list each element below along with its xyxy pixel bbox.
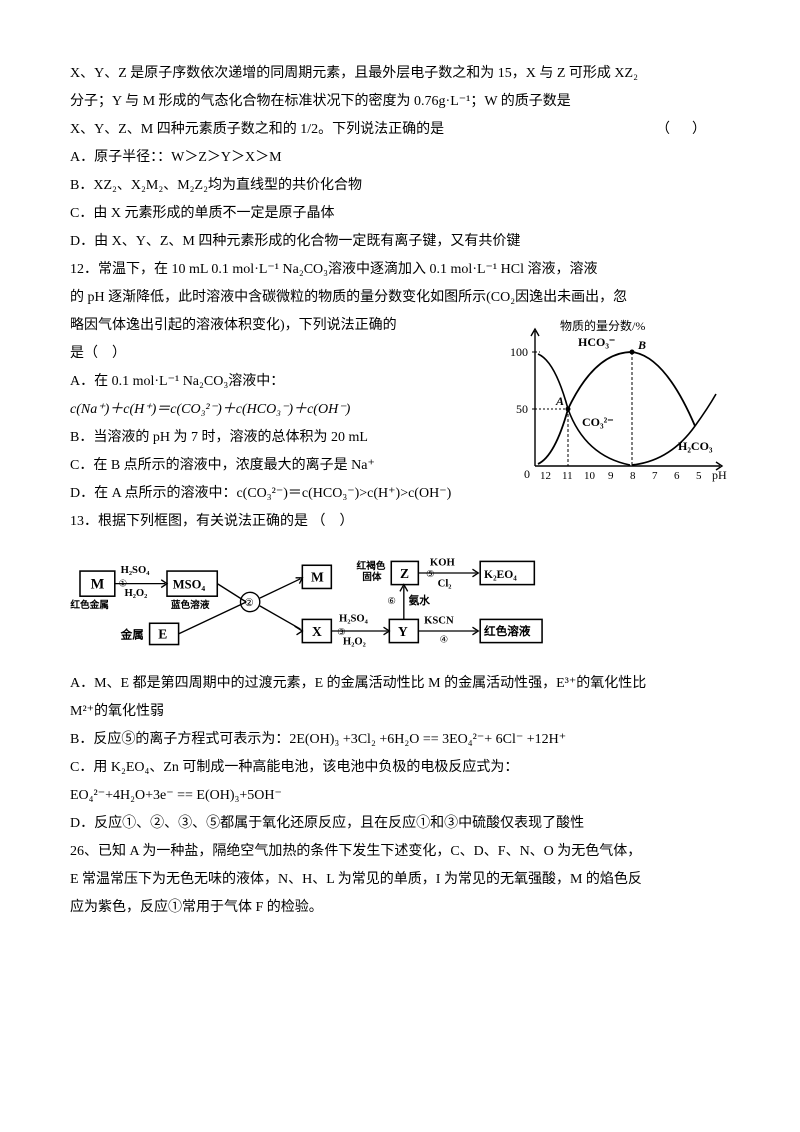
q11-line3: X、Y、Z、M 四种元素质子数之和的 1/2。下列说法正确的是 （ ）: [70, 116, 730, 144]
chart-y0: 0: [524, 467, 530, 481]
svg-text:H₂O₂: H₂O₂: [343, 637, 366, 648]
q26-line2: E 常温常压下为无色无味的液体，N、H、L 为常见的单质，I 为常见的无氧强酸，…: [70, 866, 730, 894]
svg-text:12: 12: [540, 470, 551, 482]
q26-line3: 应为紫色，反应①常用于气体 F 的检验。: [70, 894, 730, 922]
q11-line1: X、Y、Z 是原子序数依次递增的同周期元素，且最外层电子数之和为 15，X 与 …: [70, 60, 730, 88]
svg-text:HCO₃⁻: HCO₃⁻: [578, 335, 615, 349]
svg-text:B: B: [637, 338, 646, 352]
q13-diagram: M 红色金属 H₂SO₄ ① H₂O₂ MSO₄ 蓝色溶液 金属 E ② M X…: [70, 544, 730, 660]
svg-text:CO₃²⁻: CO₃²⁻: [582, 415, 614, 429]
q11-optB: B．XZ₂、X₂M₂、M₂Z₂均为直线型的共价化合物: [70, 172, 730, 200]
svg-text:5: 5: [696, 470, 702, 482]
svg-text:Cl₂: Cl₂: [438, 579, 452, 590]
svg-text:H₂CO₃: H₂CO₃: [678, 439, 713, 453]
chart-xlabel: pH: [712, 468, 727, 482]
svg-text:6: 6: [674, 470, 680, 482]
q12-line2: 的 pH 逐渐降低，此时溶液中含碳微粒的物质的量分数变化如图所示(CO₂因逸出未…: [70, 284, 730, 312]
svg-text:M: M: [311, 570, 324, 585]
q11-optC: C．由 X 元素形成的单质不一定是原子晶体: [70, 200, 730, 228]
svg-text:9: 9: [608, 470, 614, 482]
q13-optB: B．反应⑤的离子方程式可表示为：2E(OH)₃ +3Cl₂ +6H₂O == 3…: [70, 726, 730, 754]
svg-text:X: X: [312, 624, 322, 639]
svg-text:H₂O₂: H₂O₂: [124, 588, 147, 599]
q11-line3-text: X、Y、Z、M 四种元素质子数之和的 1/2。下列说法正确的是: [70, 122, 444, 137]
svg-text:金属: 金属: [120, 628, 144, 642]
svg-text:7: 7: [652, 470, 658, 482]
svg-text:K₂EO₄: K₂EO₄: [484, 568, 517, 581]
svg-text:固体: 固体: [362, 571, 382, 583]
svg-text:红褐色: 红褐色: [356, 560, 385, 572]
svg-text:11: 11: [562, 470, 573, 482]
svg-text:H₂SO₄: H₂SO₄: [121, 565, 151, 576]
svg-text:MSO₄: MSO₄: [173, 577, 206, 591]
svg-text:红色金属: 红色金属: [70, 599, 109, 611]
svg-text:蓝色溶液: 蓝色溶液: [171, 599, 210, 611]
svg-text:KOH: KOH: [430, 557, 456, 568]
q13-optA2: M²⁺的氧化性弱: [70, 698, 730, 726]
svg-text:氨水: 氨水: [409, 594, 431, 607]
q11-line2: 分子；Y 与 M 形成的气态化合物在标准状况下的密度为 0.76g·L⁻¹；W …: [70, 88, 730, 116]
svg-text:④: ④: [440, 635, 449, 646]
svg-text:②: ②: [244, 597, 254, 609]
svg-text:⑤: ⑤: [426, 569, 435, 580]
svg-text:红色溶液: 红色溶液: [484, 624, 531, 638]
svg-text:⑥: ⑥: [387, 596, 396, 607]
chart-ylabel: 物质的量分数/%: [560, 318, 645, 333]
q12-chart: 物质的量分数/% 100 50 0 12 11 10 9 8 7 6 5 pH: [500, 316, 730, 486]
svg-text:A: A: [555, 394, 564, 408]
svg-text:KSCN: KSCN: [424, 615, 454, 626]
svg-text:H₂SO₄: H₂SO₄: [339, 613, 369, 624]
q12-block: 12．常温下，在 10 mL 0.1 mol·L⁻¹ Na₂CO₃溶液中逐滴加入…: [70, 256, 730, 508]
q13-optC2: EO₄²⁻+4H₂O+3e⁻ == E(OH)₃+5OH⁻: [70, 782, 730, 810]
svg-text:10: 10: [584, 470, 596, 482]
q11-optD: D．由 X、Y、Z、M 四种元素形成的化合物一定既有离子键，又有共价键: [70, 228, 730, 256]
q13-optA1: A．M、E 都是第四周期中的过渡元素，E 的金属活动性比 M 的金属活动性强，E…: [70, 670, 730, 698]
q13-stem: 13．根据下列框图，有关说法正确的是 （ ）: [70, 508, 730, 536]
chart-y100: 100: [510, 345, 528, 359]
chart-y50: 50: [516, 402, 528, 416]
q11-optA: A．原子半径：：W＞Z＞Y＞X＞M: [70, 144, 730, 172]
svg-text:M: M: [91, 576, 105, 592]
q26-line1: 26、已知 A 为一种盐，隔绝空气加热的条件下发生下述变化，C、D、F、N、O …: [70, 838, 730, 866]
svg-text:Z: Z: [400, 566, 409, 581]
q13-optD: D．反应①、②、③、⑤都属于氧化还原反应，且在反应①和③中硫酸仅表现了酸性: [70, 810, 730, 838]
q12-line1: 12．常温下，在 10 mL 0.1 mol·L⁻¹ Na₂CO₃溶液中逐滴加入…: [70, 256, 730, 284]
q13-optC1: C．用 K₂EO₄、Zn 可制成一种高能电池，该电池中负极的电极反应式为：: [70, 754, 730, 782]
svg-text:Y: Y: [398, 624, 408, 639]
svg-text:8: 8: [630, 470, 636, 482]
svg-text:E: E: [158, 627, 167, 642]
q11-paren: （ ）: [656, 116, 710, 144]
